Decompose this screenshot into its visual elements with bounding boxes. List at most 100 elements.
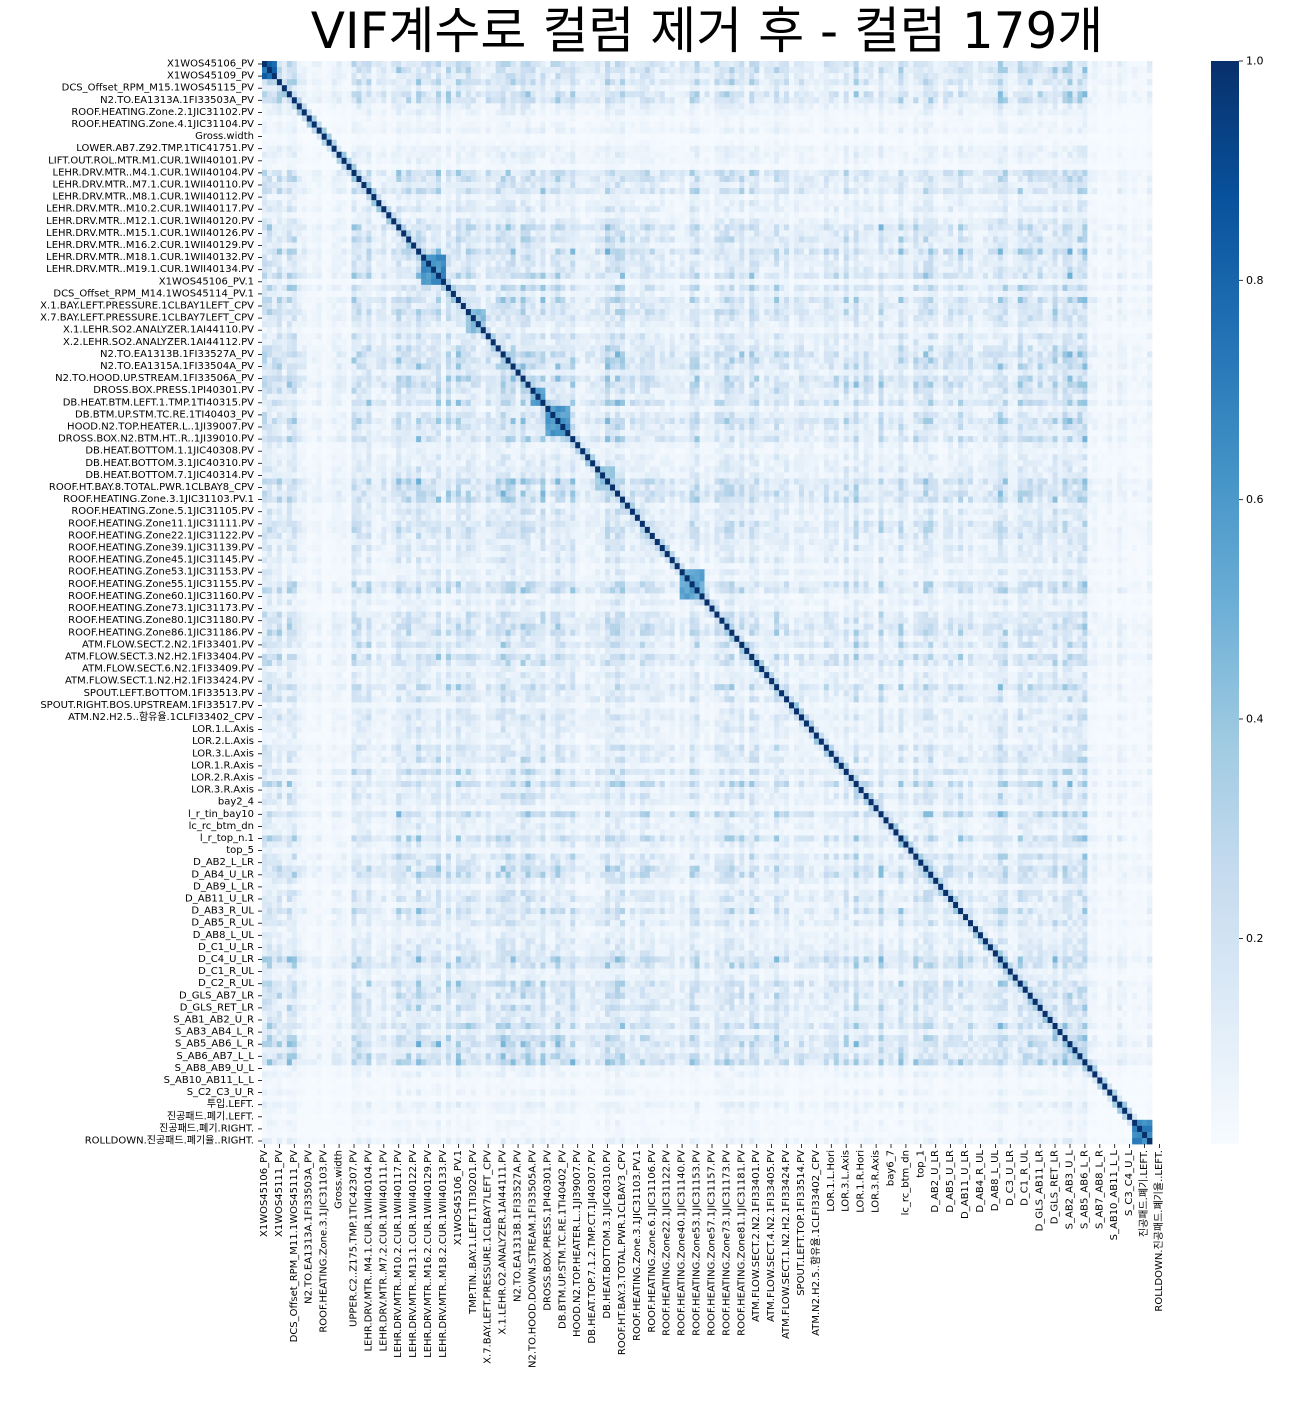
heatmap-cell <box>988 212 993 218</box>
heatmap-cell <box>366 200 371 206</box>
heatmap-cell <box>714 85 719 91</box>
heatmap-cell <box>908 61 913 67</box>
heatmap-cell <box>1028 170 1033 176</box>
heatmap-cell <box>764 170 769 176</box>
heatmap-cell <box>282 61 287 67</box>
heatmap-cell <box>371 188 376 194</box>
heatmap-cell <box>521 61 526 67</box>
heatmap-cell <box>386 128 391 134</box>
heatmap-cell <box>530 91 535 97</box>
heatmap-cell <box>466 218 471 224</box>
heatmap-cell <box>799 164 804 170</box>
heatmap-cell <box>1072 224 1077 230</box>
heatmap-cell <box>600 73 605 79</box>
heatmap-cell <box>516 140 521 146</box>
heatmap-cell <box>491 206 496 212</box>
heatmap-cell <box>506 170 511 176</box>
heatmap-cell <box>496 224 501 230</box>
heatmap-cell <box>859 115 864 121</box>
heatmap-cell <box>1107 176 1112 182</box>
heatmap-cell <box>580 188 585 194</box>
heatmap-cell <box>675 67 680 73</box>
heatmap-cell <box>421 176 426 182</box>
heatmap-cell <box>660 79 665 85</box>
heatmap-cell <box>1077 194 1082 200</box>
heatmap-cell <box>332 128 337 134</box>
heatmap-cell <box>1127 134 1132 140</box>
heatmap-cell <box>1082 128 1087 134</box>
heatmap-cell <box>784 140 789 146</box>
heatmap-cell <box>516 194 521 200</box>
heatmap-cell <box>729 212 734 218</box>
heatmap-cell <box>421 61 426 67</box>
heatmap-cell <box>869 140 874 146</box>
heatmap-cell <box>521 67 526 73</box>
heatmap-cell <box>461 200 466 206</box>
heatmap-cell <box>948 61 953 67</box>
heatmap-cell <box>1132 194 1137 200</box>
heatmap-cell <box>764 212 769 218</box>
heatmap-cell <box>680 97 685 103</box>
heatmap-cell <box>565 164 570 170</box>
heatmap-cell <box>700 61 705 67</box>
heatmap-cell <box>496 73 501 79</box>
heatmap-cell <box>789 91 794 97</box>
heatmap-cell <box>595 91 600 97</box>
heatmap-cell <box>376 122 381 128</box>
heatmap-cell <box>506 212 511 218</box>
heatmap-cell <box>1018 61 1023 67</box>
heatmap-cell <box>570 200 575 206</box>
heatmap-cell <box>665 188 670 194</box>
heatmap-cell <box>585 188 590 194</box>
heatmap-cell <box>530 85 535 91</box>
heatmap-cell <box>819 158 824 164</box>
heatmap-cell <box>386 212 391 218</box>
heatmap-cell <box>441 176 446 182</box>
heatmap-cell <box>998 85 1003 91</box>
heatmap-cell <box>764 128 769 134</box>
heatmap-cell <box>893 146 898 152</box>
heatmap-cell <box>1043 188 1048 194</box>
heatmap-cell <box>958 164 963 170</box>
heatmap-cell <box>804 140 809 146</box>
heatmap-cell <box>913 206 918 212</box>
heatmap-cell <box>481 85 486 91</box>
heatmap-cell <box>993 134 998 140</box>
heatmap-cell <box>501 164 506 170</box>
heatmap-cell <box>943 176 948 182</box>
heatmap-cell <box>277 188 282 194</box>
heatmap-cell <box>695 103 700 109</box>
heatmap-cell <box>1038 61 1043 67</box>
heatmap-cell <box>988 109 993 115</box>
heatmap-cell <box>844 176 849 182</box>
heatmap-cell <box>729 152 734 158</box>
heatmap-cell <box>630 188 635 194</box>
heatmap-cell <box>1048 85 1053 91</box>
heatmap-cell <box>1018 79 1023 85</box>
heatmap-cell <box>709 146 714 152</box>
heatmap-cell <box>839 206 844 212</box>
heatmap-cell <box>938 109 943 115</box>
heatmap-cell <box>1063 109 1068 115</box>
heatmap-cell <box>898 128 903 134</box>
heatmap-cell <box>1038 73 1043 79</box>
heatmap-cell <box>277 79 282 85</box>
heatmap-cell <box>1097 158 1102 164</box>
heatmap-cell <box>376 109 381 115</box>
heatmap-cell <box>1067 67 1072 73</box>
heatmap-cell <box>1137 152 1142 158</box>
heatmap-cell <box>1072 115 1077 121</box>
heatmap-cell <box>869 224 874 230</box>
heatmap-cell <box>540 91 545 97</box>
heatmap-cell <box>1142 97 1147 103</box>
heatmap-cell <box>605 103 610 109</box>
heatmap-cell <box>665 79 670 85</box>
heatmap-cell <box>660 140 665 146</box>
heatmap-cell <box>724 218 729 224</box>
heatmap-cell <box>660 128 665 134</box>
heatmap-cell <box>1142 122 1147 128</box>
heatmap-cell <box>491 212 496 218</box>
heatmap-cell <box>973 200 978 206</box>
heatmap-cell <box>983 218 988 224</box>
heatmap-cell <box>292 146 297 152</box>
